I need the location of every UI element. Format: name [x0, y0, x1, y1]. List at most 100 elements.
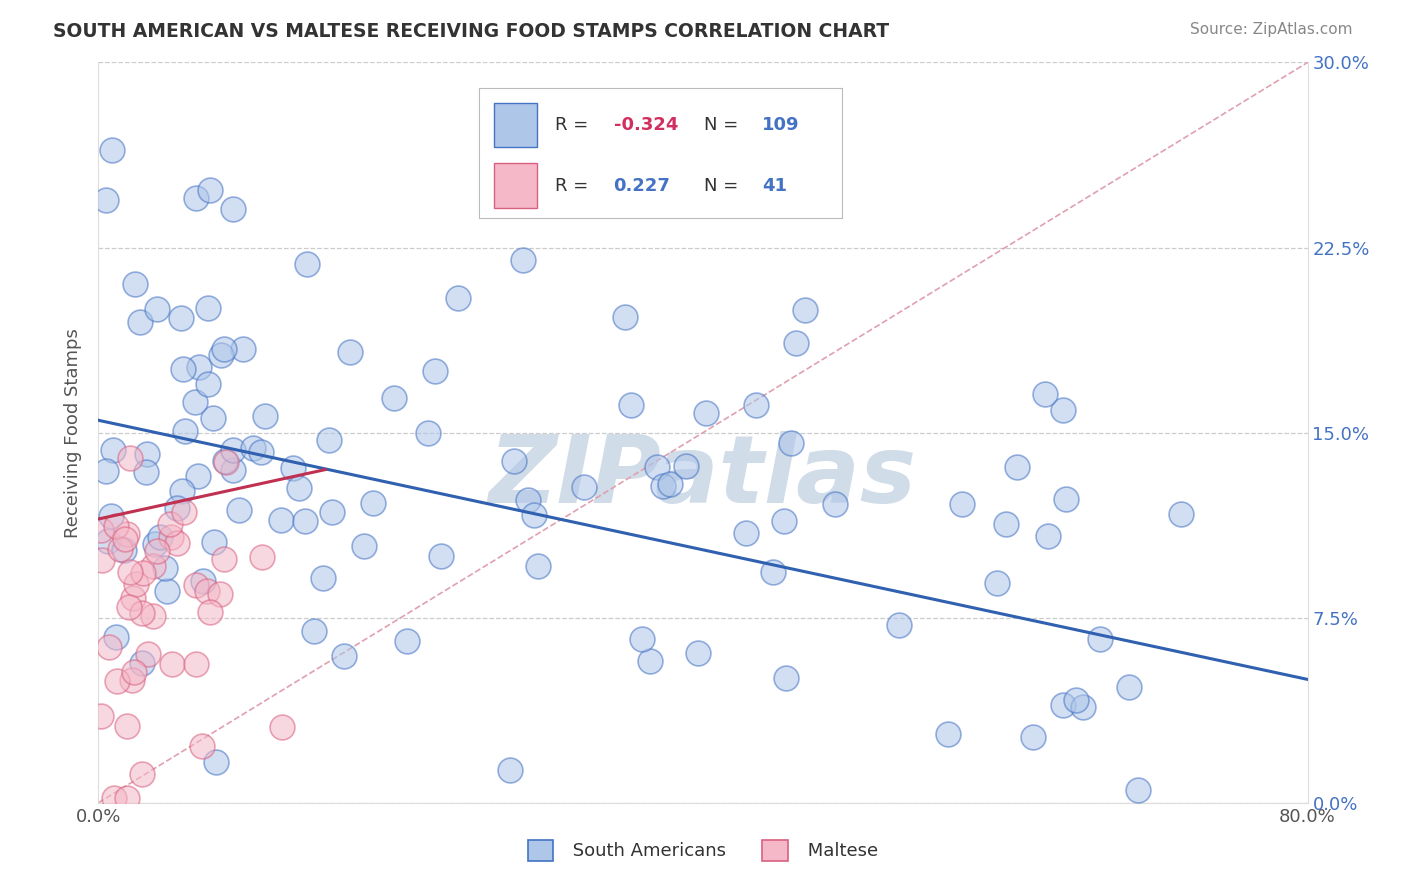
Point [212, 343, 235, 357]
Point [198, 606, 221, 620]
Point [824, 498, 846, 512]
Point [745, 398, 768, 412]
Point [695, 406, 717, 420]
Point [1073, 700, 1095, 714]
Point [447, 291, 470, 305]
Point [132, 566, 155, 580]
Point [97, 534, 120, 549]
Point [762, 565, 785, 579]
Point [1066, 692, 1088, 706]
Point [143, 537, 166, 551]
Point [250, 444, 273, 458]
Point [117, 527, 139, 541]
Point [146, 543, 169, 558]
Point [429, 549, 451, 563]
Point [104, 519, 127, 533]
Point [311, 570, 333, 584]
Point [209, 348, 232, 362]
Point [318, 433, 340, 447]
Point [395, 634, 418, 648]
Point [1007, 460, 1029, 475]
Point [112, 543, 135, 558]
Point [527, 558, 550, 573]
Point [512, 253, 534, 268]
Point [149, 530, 172, 544]
Point [142, 609, 165, 624]
Point [686, 646, 709, 660]
Point [103, 790, 125, 805]
Point [100, 509, 122, 524]
Point [647, 460, 669, 475]
Point [208, 587, 231, 601]
Point [222, 443, 245, 458]
Point [640, 654, 662, 668]
Point [114, 532, 136, 546]
Point [135, 465, 157, 479]
Text: ZIPatlas: ZIPatlas [489, 431, 917, 523]
Point [90, 709, 112, 723]
Point [321, 505, 343, 519]
Point [499, 763, 522, 777]
Point [332, 649, 354, 664]
Text: SOUTH AMERICAN VS MALTESE RECEIVING FOOD STAMPS CORRELATION CHART: SOUTH AMERICAN VS MALTESE RECEIVING FOOD… [53, 22, 890, 41]
Point [205, 756, 228, 770]
Point [423, 363, 446, 377]
Point [503, 453, 526, 467]
Point [523, 508, 546, 523]
Point [98, 640, 121, 654]
Point [108, 542, 131, 557]
Point [125, 577, 148, 591]
Point [131, 606, 153, 620]
Point [214, 454, 236, 468]
Point [131, 767, 153, 781]
Point [281, 460, 304, 475]
Point [1090, 632, 1112, 646]
Point [160, 530, 183, 544]
Legend:  South Americans,  Maltese: South Americans, Maltese [520, 832, 886, 868]
Point [382, 391, 405, 405]
Point [136, 647, 159, 661]
Point [613, 310, 636, 324]
Point [201, 411, 224, 425]
Point [950, 498, 973, 512]
Point [522, 117, 544, 131]
Point [187, 468, 209, 483]
Point [631, 632, 654, 646]
Text: Source: ZipAtlas.com: Source: ZipAtlas.com [1189, 22, 1353, 37]
Point [1054, 492, 1077, 507]
Point [1036, 528, 1059, 542]
Point [190, 739, 212, 754]
Point [197, 301, 219, 315]
Point [270, 720, 292, 734]
Point [986, 576, 1008, 591]
Point [101, 143, 124, 157]
Point [242, 441, 264, 455]
Point [160, 657, 183, 672]
Point [174, 424, 197, 438]
Point [136, 447, 159, 461]
Point [115, 790, 138, 805]
Point [202, 535, 225, 549]
Point [288, 482, 311, 496]
Y-axis label: Receiving Food Stamps: Receiving Food Stamps [65, 327, 83, 538]
Point [221, 463, 243, 477]
Point [270, 513, 292, 527]
Point [232, 342, 254, 356]
Point [779, 435, 801, 450]
Point [772, 514, 794, 528]
Point [94, 193, 117, 207]
Point [339, 345, 361, 359]
Point [129, 315, 152, 329]
Point [734, 526, 756, 541]
Point [214, 455, 236, 469]
Point [166, 500, 188, 515]
Point [1033, 387, 1056, 401]
Point [198, 183, 221, 197]
Point [353, 539, 375, 553]
Point [131, 657, 153, 671]
Point [1118, 680, 1140, 694]
Point [121, 591, 143, 605]
Point [197, 583, 219, 598]
Point [294, 514, 316, 528]
Point [90, 524, 112, 538]
